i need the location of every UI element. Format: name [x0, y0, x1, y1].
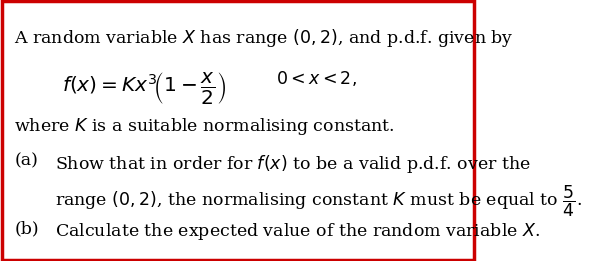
Text: Show that in order for $f(x)$ to be a valid p.d.f. over the: Show that in order for $f(x)$ to be a va… — [55, 153, 531, 175]
Text: where $K$ is a suitable normalising constant.: where $K$ is a suitable normalising cons… — [14, 116, 395, 137]
Text: $0 < x < 2,$: $0 < x < 2,$ — [276, 69, 357, 88]
Text: $f(x) = Kx^3\!\left(1 - \dfrac{x}{2}\right)$: $f(x) = Kx^3\!\left(1 - \dfrac{x}{2}\rig… — [62, 70, 226, 106]
Text: range $(0, 2)$, the normalising constant $K$ must be equal to $\dfrac{5}{4}$.: range $(0, 2)$, the normalising constant… — [55, 184, 582, 220]
Text: (a): (a) — [14, 153, 38, 170]
Text: A random variable $X$ has range $(0, 2)$, and p.d.f. given by: A random variable $X$ has range $(0, 2)$… — [14, 27, 514, 49]
Text: (b): (b) — [14, 221, 39, 238]
Text: Calculate the expected value of the random variable $X$.: Calculate the expected value of the rand… — [55, 221, 540, 241]
